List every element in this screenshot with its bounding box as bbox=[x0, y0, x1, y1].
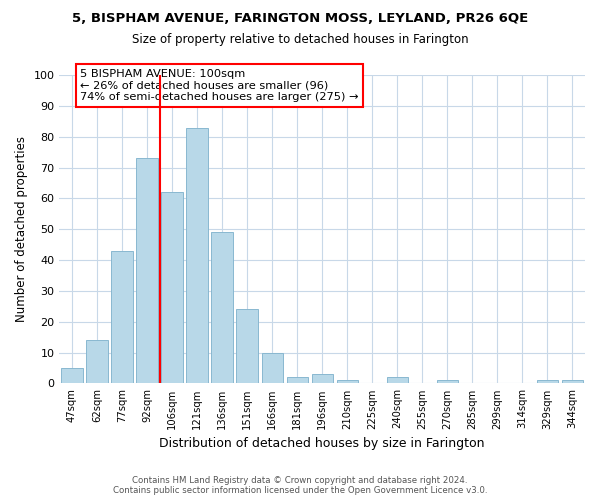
Text: Contains HM Land Registry data © Crown copyright and database right 2024.
Contai: Contains HM Land Registry data © Crown c… bbox=[113, 476, 487, 495]
Bar bbox=[61, 368, 83, 384]
Bar bbox=[262, 352, 283, 384]
Bar bbox=[386, 378, 408, 384]
Text: 5, BISPHAM AVENUE, FARINGTON MOSS, LEYLAND, PR26 6QE: 5, BISPHAM AVENUE, FARINGTON MOSS, LEYLA… bbox=[72, 12, 528, 26]
Bar bbox=[537, 380, 558, 384]
Bar bbox=[86, 340, 107, 384]
Bar bbox=[236, 310, 258, 384]
Bar bbox=[437, 380, 458, 384]
X-axis label: Distribution of detached houses by size in Farington: Distribution of detached houses by size … bbox=[160, 437, 485, 450]
Y-axis label: Number of detached properties: Number of detached properties bbox=[15, 136, 28, 322]
Text: Size of property relative to detached houses in Farington: Size of property relative to detached ho… bbox=[131, 32, 469, 46]
Bar bbox=[112, 251, 133, 384]
Bar bbox=[211, 232, 233, 384]
Bar bbox=[136, 158, 158, 384]
Bar bbox=[562, 380, 583, 384]
Text: 5 BISPHAM AVENUE: 100sqm
← 26% of detached houses are smaller (96)
74% of semi-d: 5 BISPHAM AVENUE: 100sqm ← 26% of detach… bbox=[80, 69, 359, 102]
Bar bbox=[187, 128, 208, 384]
Bar bbox=[161, 192, 182, 384]
Bar bbox=[337, 380, 358, 384]
Bar bbox=[287, 378, 308, 384]
Bar bbox=[311, 374, 333, 384]
